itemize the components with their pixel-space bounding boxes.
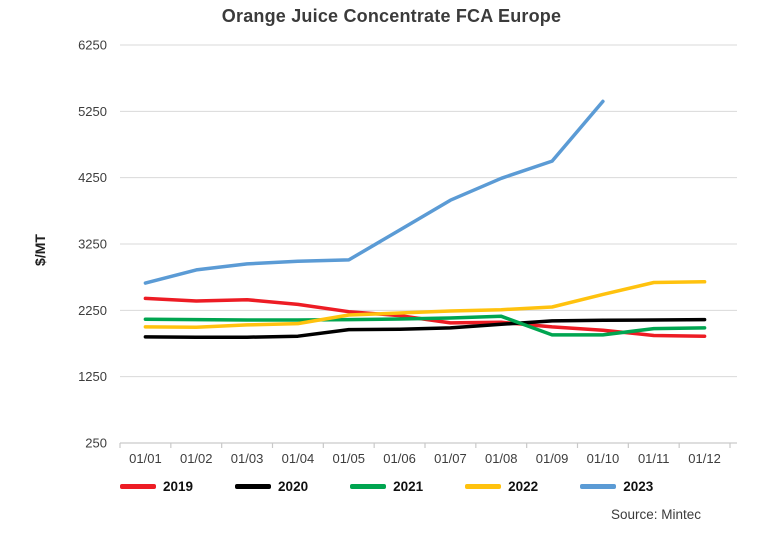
chart-canvas: 250 1250 2250 3250 4250 5250 6250 01/01 01/02 01/… <box>78 38 737 466</box>
legend-label-2021: 2021 <box>393 479 424 494</box>
x-tick-label: 01/07 <box>434 451 467 466</box>
legend-label-2020: 2020 <box>278 479 309 494</box>
series-line-2023 <box>143 99 605 285</box>
y-tick-label: 3250 <box>78 237 107 252</box>
y-tick-label: 250 <box>85 436 107 451</box>
y-tick-label: 6250 <box>78 38 107 53</box>
legend-swatch-2021 <box>350 484 387 489</box>
source-note: Source: Mintec <box>610 507 701 522</box>
y-tick-label: 1250 <box>78 369 107 384</box>
x-tick-label: 01/05 <box>332 451 365 466</box>
chart-title: Orange Juice Concentrate FCA Europe <box>221 6 562 26</box>
x-tick-label: 01/02 <box>180 451 213 466</box>
series-line-2020 <box>143 317 707 339</box>
legend-item-2022: 2022 <box>465 479 538 494</box>
legend-label-2023: 2023 <box>623 479 654 494</box>
series-line-2021 <box>143 314 707 337</box>
x-tick-label: 01/08 <box>485 451 518 466</box>
legend-swatch-2023 <box>580 484 617 489</box>
x-tick-label: 01/01 <box>129 451 162 466</box>
legend-item-2021: 2021 <box>350 479 423 494</box>
x-tick-label: 01/04 <box>282 451 315 466</box>
y-tick-label: 5250 <box>78 104 107 119</box>
x-tick-label: 01/11 <box>638 451 670 466</box>
x-tick-label: 01/03 <box>231 451 264 466</box>
series-line-2022 <box>143 280 707 329</box>
legend-item-2020: 2020 <box>235 479 308 494</box>
y-tick-label: 4250 <box>78 170 107 185</box>
x-tick-label: 01/10 <box>587 451 620 466</box>
y-tick-label: 2250 <box>78 303 107 318</box>
legend-swatch-2020 <box>235 484 272 489</box>
x-tick-label: 01/09 <box>536 451 569 466</box>
legend-swatch-2019 <box>120 484 156 489</box>
legend-item-2019: 2019 <box>120 479 193 494</box>
legend-label-2022: 2022 <box>508 479 539 494</box>
legend-item-2023: 2023 <box>580 479 653 494</box>
x-tick-label: 01/06 <box>383 451 416 466</box>
x-tick-label: 01/12 <box>688 451 721 466</box>
legend-swatch-2022 <box>465 484 502 489</box>
legend-label-2019: 2019 <box>163 479 194 494</box>
legend: 2019 2020 2021 2022 2023 <box>120 479 695 494</box>
